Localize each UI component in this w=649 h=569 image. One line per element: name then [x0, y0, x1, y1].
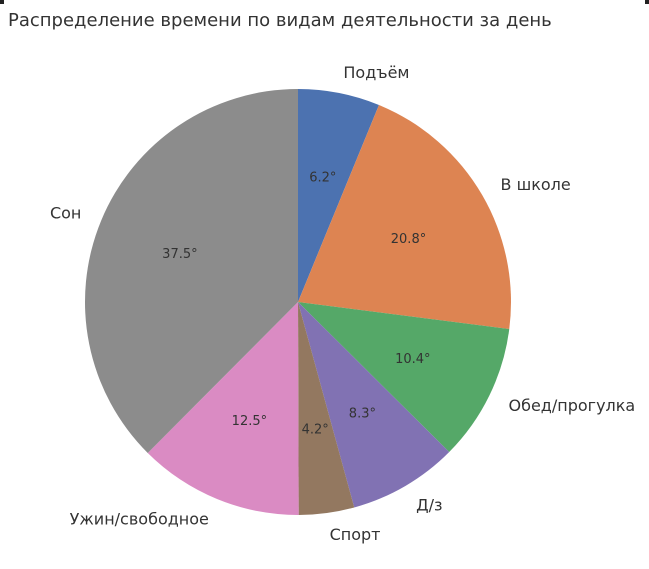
value-label-slice-0: 6.2°	[309, 171, 336, 186]
pie-slice-6	[84, 88, 298, 453]
pie-slice-5	[147, 302, 299, 516]
chart-title: Распределение времени по видам деятельно…	[8, 10, 552, 31]
value-label-slice-4: 4.2°	[302, 423, 329, 438]
value-label-slice-6: 37.5°	[162, 247, 197, 262]
value-label-slice-3: 8.3°	[349, 406, 376, 421]
pie-slice-3	[298, 302, 450, 508]
pie-slice-2	[298, 302, 510, 453]
value-label-slice-2: 10.4°	[395, 352, 430, 367]
pie-slice-0	[298, 89, 379, 302]
pie-labels: 6.2° Подъём 20.8° В школе 10.4° Обед/прогулка…	[50, 63, 635, 544]
category-label-slice-0: Подъём	[343, 63, 409, 82]
pie-slice-1	[298, 104, 511, 330]
category-label-slice-1: В школе	[501, 175, 571, 194]
pie-slices	[84, 88, 511, 516]
value-label-slice-5: 12.5°	[232, 414, 267, 429]
window-corner-left	[0, 0, 4, 4]
category-label-slice-4: Спорт	[330, 525, 381, 544]
category-label-slice-3: Д/з	[416, 495, 442, 514]
window-corner-right	[645, 0, 649, 4]
category-label-slice-6: Сон	[50, 204, 81, 223]
pie-slice-4	[298, 302, 355, 515]
category-label-slice-2: Обед/прогулка	[509, 396, 636, 415]
value-label-slice-1: 20.8°	[391, 232, 426, 247]
category-label-slice-5: Ужин/свободное	[70, 510, 209, 529]
